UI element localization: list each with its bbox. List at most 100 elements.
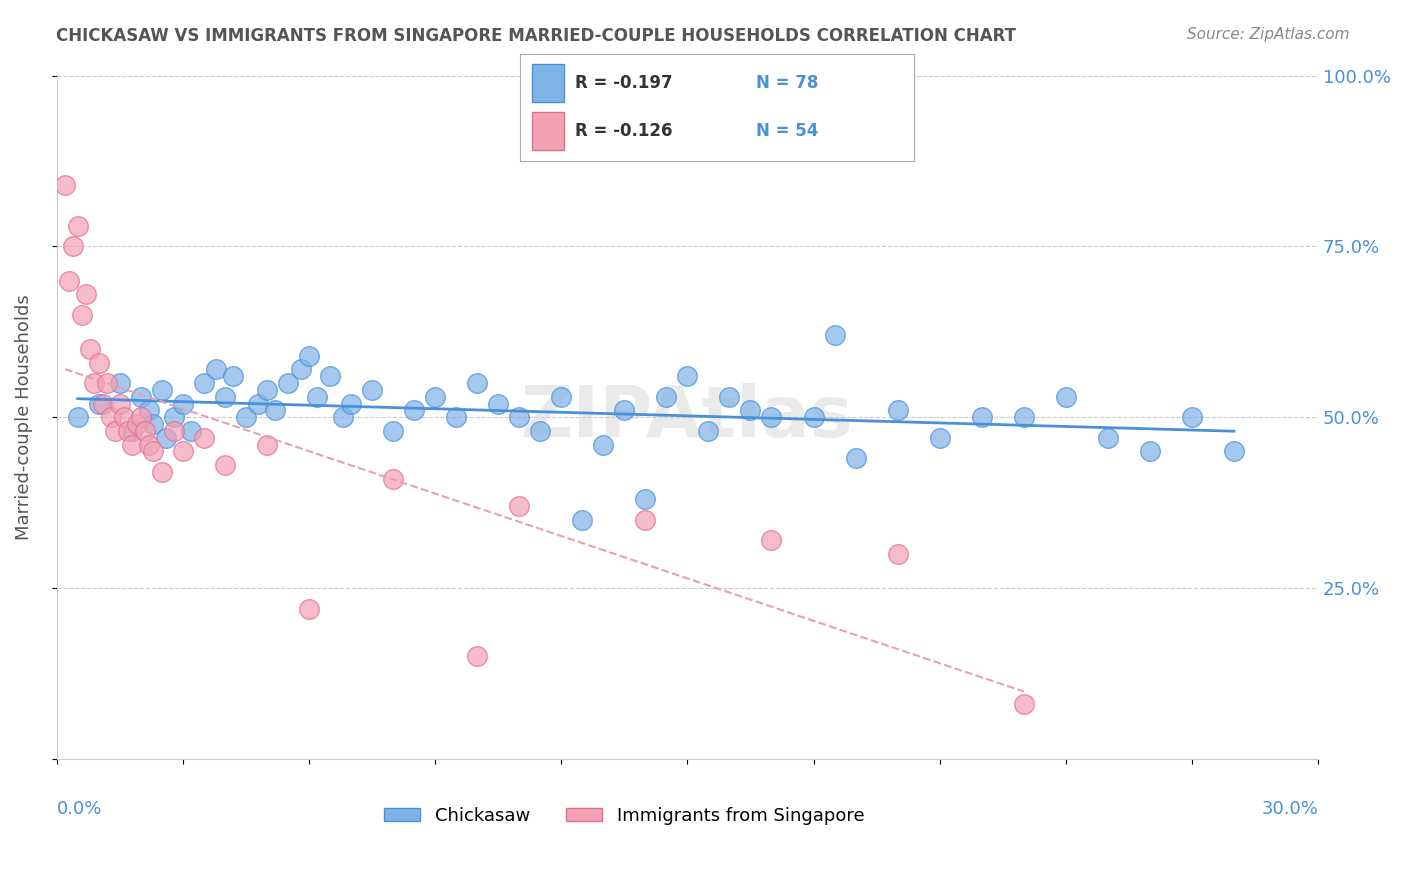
Point xyxy=(205,362,228,376)
Point xyxy=(108,396,131,410)
Point xyxy=(382,424,405,438)
Point xyxy=(740,403,762,417)
Point xyxy=(319,369,342,384)
Point xyxy=(79,342,101,356)
Point xyxy=(277,376,299,390)
Text: Source: ZipAtlas.com: Source: ZipAtlas.com xyxy=(1187,27,1350,42)
Point xyxy=(1012,698,1035,712)
Point xyxy=(214,390,236,404)
Point xyxy=(465,649,488,664)
Point xyxy=(655,390,678,404)
Point xyxy=(247,396,270,410)
Point xyxy=(121,437,143,451)
Point xyxy=(193,376,215,390)
Point xyxy=(117,424,139,438)
Point xyxy=(163,410,186,425)
Point xyxy=(150,383,173,397)
Point xyxy=(87,355,110,369)
Point xyxy=(307,390,329,404)
Point xyxy=(112,410,135,425)
Point xyxy=(129,410,152,425)
Bar xyxy=(531,112,564,150)
Point xyxy=(172,444,194,458)
Legend: Chickasaw, Immigrants from Singapore: Chickasaw, Immigrants from Singapore xyxy=(377,799,872,832)
Point xyxy=(58,274,80,288)
Point xyxy=(550,390,572,404)
Point xyxy=(70,308,93,322)
Point xyxy=(214,458,236,472)
Text: R = -0.197: R = -0.197 xyxy=(575,75,673,93)
Point xyxy=(155,431,177,445)
Point xyxy=(1139,444,1161,458)
Point xyxy=(634,492,657,507)
Point xyxy=(340,396,363,410)
Point xyxy=(134,424,156,438)
Point xyxy=(928,431,950,445)
Text: ZIPAtlas: ZIPAtlas xyxy=(522,383,853,451)
Point xyxy=(129,390,152,404)
Point xyxy=(592,437,614,451)
Point xyxy=(970,410,993,425)
Y-axis label: Married-couple Households: Married-couple Households xyxy=(15,294,32,541)
Point xyxy=(824,328,846,343)
Point xyxy=(1012,410,1035,425)
Point xyxy=(332,410,354,425)
Text: CHICKASAW VS IMMIGRANTS FROM SINGAPORE MARRIED-COUPLE HOUSEHOLDS CORRELATION CHA: CHICKASAW VS IMMIGRANTS FROM SINGAPORE M… xyxy=(56,27,1017,45)
Point xyxy=(75,287,97,301)
Point xyxy=(96,376,118,390)
Point xyxy=(163,424,186,438)
Point xyxy=(235,410,257,425)
Point xyxy=(108,376,131,390)
Point xyxy=(886,403,908,417)
Point xyxy=(486,396,509,410)
Point xyxy=(104,424,127,438)
Bar xyxy=(531,64,564,102)
Text: R = -0.126: R = -0.126 xyxy=(575,121,673,139)
Point xyxy=(121,424,143,438)
Text: N = 78: N = 78 xyxy=(756,75,818,93)
Point xyxy=(264,403,287,417)
Point xyxy=(571,513,593,527)
Point xyxy=(529,424,551,438)
Point xyxy=(1223,444,1246,458)
Point xyxy=(402,403,425,417)
Point xyxy=(256,437,278,451)
Text: N = 54: N = 54 xyxy=(756,121,818,139)
Point xyxy=(256,383,278,397)
Point xyxy=(142,444,165,458)
Point xyxy=(100,410,122,425)
Point xyxy=(382,472,405,486)
Point xyxy=(845,451,868,466)
Point xyxy=(53,178,76,192)
Point xyxy=(761,410,783,425)
Point xyxy=(361,383,384,397)
Point xyxy=(508,410,530,425)
Point xyxy=(290,362,312,376)
Point xyxy=(1054,390,1077,404)
Point xyxy=(142,417,165,431)
Point xyxy=(222,369,245,384)
Point xyxy=(138,437,160,451)
Point xyxy=(138,403,160,417)
Point xyxy=(180,424,202,438)
Point xyxy=(150,465,173,479)
Point xyxy=(886,547,908,561)
Text: 30.0%: 30.0% xyxy=(1261,800,1319,818)
Point xyxy=(676,369,699,384)
Point xyxy=(83,376,105,390)
Point xyxy=(613,403,636,417)
Point xyxy=(193,431,215,445)
Point xyxy=(298,349,321,363)
Point xyxy=(444,410,467,425)
Text: 0.0%: 0.0% xyxy=(56,800,103,818)
Point xyxy=(125,417,148,431)
Point xyxy=(634,513,657,527)
Point xyxy=(87,396,110,410)
Point xyxy=(508,499,530,513)
Point xyxy=(1097,431,1119,445)
Point xyxy=(62,239,84,253)
Point xyxy=(465,376,488,390)
Point xyxy=(423,390,446,404)
Point xyxy=(761,533,783,548)
Point xyxy=(91,396,114,410)
